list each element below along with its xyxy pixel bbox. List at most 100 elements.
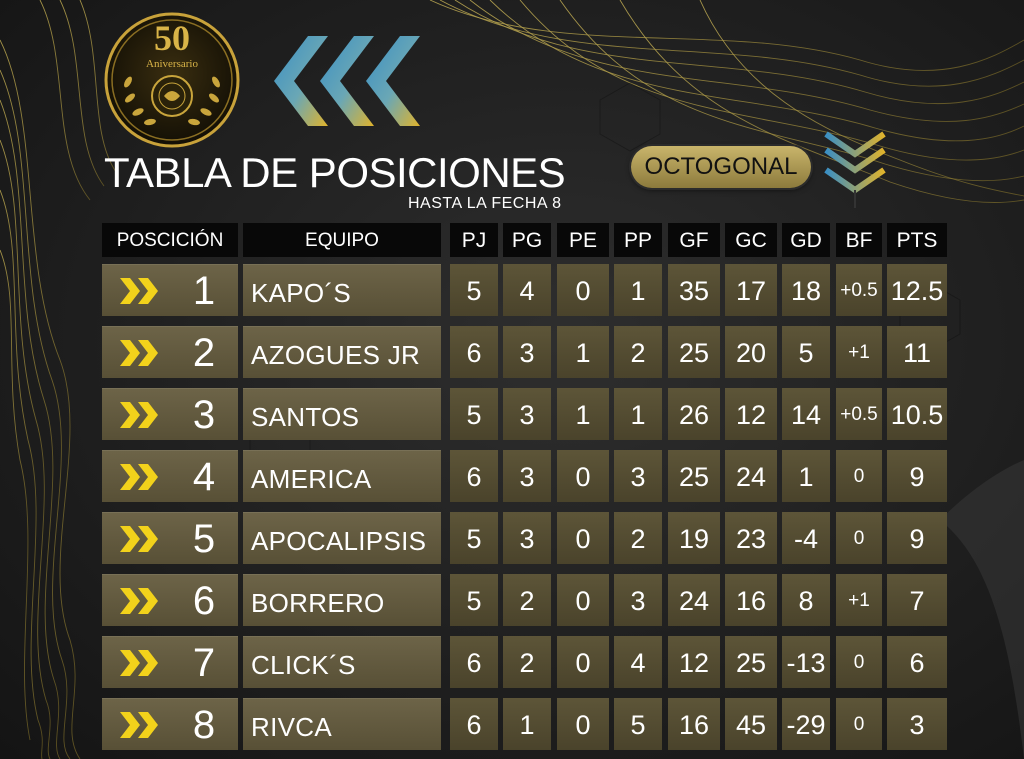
pts-cell: 7 (887, 574, 947, 626)
gd-cell: 14 (782, 388, 830, 440)
pts-cell: 10.5 (887, 388, 947, 440)
pe-cell: 0 (557, 512, 609, 564)
gc-cell: 25 (725, 636, 777, 688)
team-name: CLICK´S (251, 650, 356, 680)
gd-cell: 18 (782, 264, 830, 316)
bf-cell: 0 (836, 450, 882, 502)
double-chevron-right-icon (120, 402, 158, 428)
position-cell: 3 (102, 388, 238, 440)
team-name: RIVCA (251, 712, 332, 742)
pj-cell: 6 (450, 326, 498, 378)
pp-cell: 3 (614, 574, 662, 626)
gf-cell: 16 (668, 698, 720, 750)
position-cell: 6 (102, 574, 238, 626)
pj-cell: 5 (450, 388, 498, 440)
gd-cell: 5 (782, 326, 830, 378)
position-cell: 7 (102, 636, 238, 688)
gc-cell: 16 (725, 574, 777, 626)
pe-cell: 0 (557, 450, 609, 502)
double-chevron-right-icon (120, 650, 158, 676)
pg-cell: 4 (503, 264, 551, 316)
team-cell: RIVCA (243, 698, 441, 750)
col-header-pg: PG (503, 223, 551, 257)
gd-cell: -13 (782, 636, 830, 688)
pj-cell: 5 (450, 574, 498, 626)
gd-cell: -4 (782, 512, 830, 564)
team-name: BORRERO (251, 588, 385, 618)
pj-cell: 5 (450, 512, 498, 564)
position-cell: 5 (102, 512, 238, 564)
pts-cell: 9 (887, 512, 947, 564)
logo-caption: Aniversario (146, 58, 198, 70)
gf-cell: 25 (668, 450, 720, 502)
pg-cell: 3 (503, 450, 551, 502)
col-header-pts: PTS (887, 223, 947, 257)
pts-cell: 11 (887, 326, 947, 378)
gf-cell: 25 (668, 326, 720, 378)
col-header-team: EQUIPO (243, 223, 441, 257)
team-name: APOCALIPSIS (251, 526, 427, 556)
col-header-bf: BF (836, 223, 882, 257)
col-header-gf: GF (668, 223, 720, 257)
pg-cell: 3 (503, 512, 551, 564)
pp-cell: 3 (614, 450, 662, 502)
team-name: AZOGUES JR (251, 340, 421, 370)
pj-cell: 6 (450, 636, 498, 688)
triple-chevron-left-icon (274, 36, 420, 126)
pg-cell: 2 (503, 636, 551, 688)
col-header-position: POSCICIÓN (102, 223, 238, 257)
position-number: 2 (192, 331, 216, 375)
pj-cell: 6 (450, 450, 498, 502)
bf-cell: +0.5 (836, 264, 882, 316)
gf-cell: 35 (668, 264, 720, 316)
anniversary-logo: 50 Aniversario (104, 12, 240, 148)
col-header-gc: GC (725, 223, 777, 257)
gf-cell: 24 (668, 574, 720, 626)
pp-cell: 1 (614, 388, 662, 440)
pe-cell: 0 (557, 636, 609, 688)
position-cell: 8 (102, 698, 238, 750)
double-chevron-down-icon (824, 131, 886, 208)
gc-cell: 24 (725, 450, 777, 502)
pts-cell: 12.5 (887, 264, 947, 316)
pg-cell: 3 (503, 388, 551, 440)
team-cell: SANTOS (243, 388, 441, 440)
pg-cell: 3 (503, 326, 551, 378)
pg-cell: 2 (503, 574, 551, 626)
team-name: KAPO´S (251, 278, 352, 308)
position-cell: 1 (102, 264, 238, 316)
pe-cell: 1 (557, 326, 609, 378)
team-cell: KAPO´S (243, 264, 441, 316)
position-cell: 2 (102, 326, 238, 378)
logo-number: 50 (154, 18, 190, 58)
pe-cell: 1 (557, 388, 609, 440)
page-title: TABLA DE POSICIONES (104, 149, 566, 196)
double-chevron-right-icon (120, 464, 158, 490)
team-cell: AZOGUES JR (243, 326, 441, 378)
team-cell: AMERICA (243, 450, 441, 502)
gc-cell: 45 (725, 698, 777, 750)
pp-cell: 5 (614, 698, 662, 750)
position-number: 1 (192, 269, 216, 313)
position-number: 5 (192, 517, 216, 561)
gf-cell: 12 (668, 636, 720, 688)
pe-cell: 0 (557, 698, 609, 750)
double-chevron-right-icon (120, 526, 158, 552)
team-name: SANTOS (251, 402, 360, 432)
gf-cell: 19 (668, 512, 720, 564)
gc-cell: 20 (725, 326, 777, 378)
stage-button-octogonal[interactable]: OCTOGONAL (631, 146, 811, 188)
pj-cell: 5 (450, 264, 498, 316)
double-chevron-right-icon (120, 588, 158, 614)
bf-cell: +0.5 (836, 388, 882, 440)
gd-cell: 1 (782, 450, 830, 502)
col-header-pp: PP (614, 223, 662, 257)
gf-cell: 26 (668, 388, 720, 440)
pg-cell: 1 (503, 698, 551, 750)
pe-cell: 0 (557, 264, 609, 316)
pts-cell: 6 (887, 636, 947, 688)
position-number: 8 (192, 703, 216, 747)
pts-cell: 3 (887, 698, 947, 750)
gd-cell: 8 (782, 574, 830, 626)
